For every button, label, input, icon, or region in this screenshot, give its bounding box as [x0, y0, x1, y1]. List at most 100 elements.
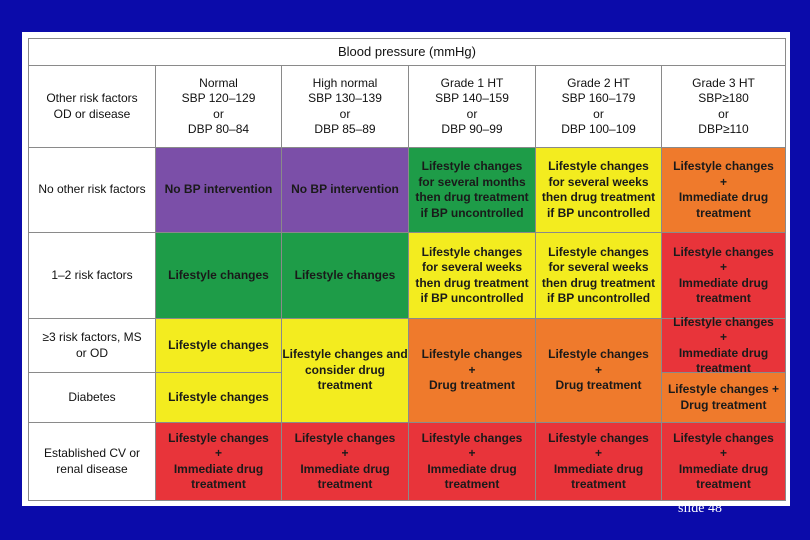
text-line: DBP≥110: [698, 122, 749, 136]
text-line: +: [468, 362, 476, 377]
table-cell: Lifestyle changes + Immediate drug treatmen…: [408, 422, 536, 501]
column-header: Grade 1 HT SBP 140–159 or DBP 90–99: [408, 65, 536, 148]
text-line: treatment: [696, 477, 751, 491]
text-line: or OD: [75, 345, 108, 360]
text-line: renal disease: [56, 461, 128, 476]
table-cell: Lifestyle changes + Immediate drug treatmen…: [661, 232, 786, 319]
corner-header: Other risk factors OD or disease: [28, 65, 156, 148]
table-cell: Lifestyle changes + Immediate drug treatmen…: [155, 422, 282, 501]
table-cell: Lifestyle changes + Immediate drug treatmen…: [535, 422, 662, 501]
table-panel: Blood pressure (mmHg) Other risk factors O…: [22, 32, 790, 506]
text-line: DBP 85–89: [314, 122, 376, 136]
text-line: Lifestyle changes: [548, 159, 649, 173]
table-cell: Lifestyle changes for several weeks then d…: [535, 147, 662, 233]
text-line: Grade 3 HT: [692, 75, 755, 90]
text-line: SBP 130–139: [308, 91, 382, 105]
text-line: Lifestyle changes: [421, 347, 523, 362]
text-line: if BP uncontrolled: [420, 205, 524, 220]
table-cell: Lifestyle changes + Drug treatment: [535, 318, 662, 423]
text-line: +: [594, 446, 602, 460]
text-line: treatment: [571, 477, 626, 491]
text-line: Established CV or: [43, 446, 141, 460]
table-cell: Lifestyle changes + Immediate drug treatmen…: [661, 147, 786, 233]
text-line: for several weeks: [548, 260, 649, 274]
text-line: Lifestyle changes: [168, 389, 269, 404]
text-line: ≥3 risk factors, MS: [42, 330, 142, 344]
table-cell: No BP intervention: [281, 147, 409, 233]
text-line: Immediate drug: [678, 461, 769, 476]
text-line: Immediate drug: [678, 345, 769, 360]
text-line: Immediate drug: [427, 461, 517, 476]
text-line: treatment: [696, 291, 751, 305]
text-line: No BP intervention: [291, 182, 399, 197]
text-line: DBP 80–84: [187, 122, 250, 136]
row-header: ≥3 risk factors, MS or OD: [28, 318, 156, 373]
row-header: Diabetes: [28, 372, 156, 423]
table-cell: Lifestyle changes: [281, 232, 409, 319]
text-line: +: [594, 362, 602, 377]
text-line: Other risk factors: [46, 91, 138, 105]
table-cell: Lifestyle changes + Drug treatment: [661, 372, 786, 423]
text-line: OD or disease: [53, 106, 131, 121]
text-line: +: [341, 446, 349, 460]
text-line: +: [214, 446, 222, 460]
text-line: treatment: [191, 477, 246, 491]
column-header: Grade 3 HT SBP≥180 or DBP≥110: [661, 65, 786, 148]
text-line: SBP≥180: [698, 91, 749, 105]
text-line: Lifestyle changes: [294, 430, 396, 445]
text-line: Lifestyle changes: [421, 244, 523, 259]
table-cell: Lifestyle changes + Immediate drug treatmen…: [281, 422, 409, 501]
text-line: for several weeks: [421, 260, 523, 274]
table-cell: No BP intervention: [155, 147, 282, 233]
table-cell: Lifestyle changes: [155, 232, 282, 319]
table-cell: Lifestyle changes for several weeks then d…: [408, 232, 536, 319]
text-line: Drug treatment: [680, 397, 767, 412]
table-cell: Lifestyle changes + Drug treatment: [408, 318, 536, 423]
text-line: High normal: [312, 75, 378, 90]
text-line: Immediate drug: [553, 461, 644, 476]
text-line: Lifestyle changes: [168, 337, 269, 352]
text-line: for several months: [418, 174, 526, 189]
text-line: for several weeks: [548, 174, 649, 189]
text-line: Lifestyle changes: [421, 159, 523, 173]
text-line: Drug treatment: [428, 378, 515, 393]
column-header: Grade 2 HT SBP 160–179 or DBP 100–109: [535, 65, 662, 148]
text-line: DBP 100–109: [561, 122, 636, 136]
text-line: Lifestyle changes: [421, 430, 523, 445]
table-cell: Lifestyle changes: [155, 318, 282, 373]
text-line: treatment: [696, 205, 751, 220]
text-line: +: [719, 174, 727, 189]
text-line: treatment: [696, 361, 751, 375]
text-line: Immediate drug: [678, 190, 769, 204]
text-line: if BP uncontrolled: [420, 291, 524, 305]
text-line: or: [213, 106, 224, 121]
text-line: Grade 2 HT: [567, 75, 630, 90]
text-line: No other risk factors: [38, 182, 146, 197]
text-line: then drug treatment: [541, 275, 656, 290]
table-cell: Lifestyle changes + Immediate drug treatmen…: [661, 422, 786, 501]
table-cell: Lifestyle changes + Immediate drug treatmen…: [661, 315, 786, 375]
text-line: Diabetes: [68, 389, 116, 404]
text-line: SBP 160–179: [561, 91, 636, 105]
text-line: DBP 90–99: [441, 122, 503, 136]
row-header: No other risk factors: [28, 147, 156, 233]
text-line: Immediate drug: [678, 275, 769, 290]
text-line: +: [468, 446, 476, 460]
column-header: High normal SBP 130–139 or DBP 85–89: [281, 65, 409, 148]
text-line: then drug treatment: [541, 190, 656, 204]
text-line: No BP intervention: [164, 182, 273, 197]
text-line: Lifestyle changes: [548, 430, 649, 445]
text-line: Lifestyle changes and: [282, 347, 408, 362]
slide-number: slide 48: [678, 501, 722, 516]
text-line: +: [719, 260, 727, 274]
text-line: then drug treatment: [415, 275, 529, 290]
text-line: treatment: [317, 477, 373, 491]
text-line: Lifestyle changes: [168, 430, 269, 445]
text-line: Lifestyle changes: [673, 159, 774, 173]
text-line: SBP 120–129: [181, 91, 256, 105]
text-line: or: [466, 106, 478, 121]
text-line: Immediate drug: [173, 461, 264, 476]
text-line: Lifestyle changes: [168, 267, 269, 282]
text-line: Drug treatment: [555, 378, 642, 393]
